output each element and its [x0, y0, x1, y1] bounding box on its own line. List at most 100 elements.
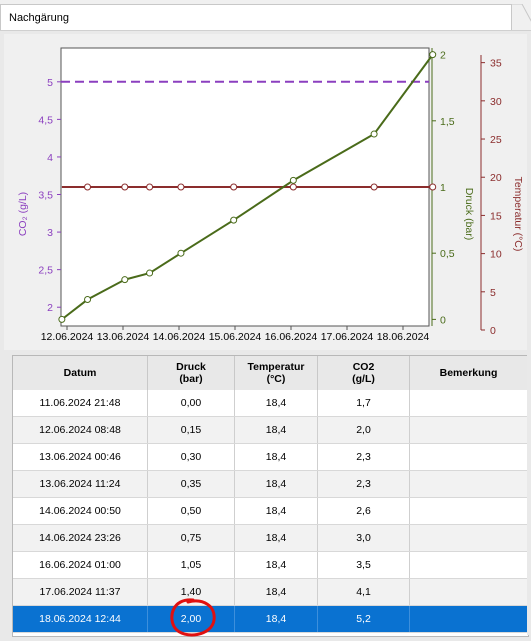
pressure-point: [230, 216, 238, 224]
cell-datum[interactable]: 18.06.2024 12:44: [13, 606, 148, 632]
column-header-text: (g/L): [352, 373, 375, 385]
x-tick-label: 12.06.2024: [41, 331, 94, 343]
cell-co2[interactable]: 5,2: [318, 606, 410, 632]
cell-co2[interactable]: 2,3: [318, 471, 410, 497]
pressure-point: [84, 296, 92, 304]
x-tick-label: 15.06.2024: [209, 331, 262, 343]
table-row[interactable]: 17.06.2024 11:37 1,40 18,4 4,1: [13, 579, 528, 606]
x-tick-label: 17.06.2024: [321, 331, 374, 343]
table-row[interactable]: 16.06.2024 01:00 1,05 18,4 3,5: [13, 552, 528, 579]
cell-temperatur[interactable]: 18,4: [235, 390, 318, 416]
cell-druck[interactable]: 1,05: [148, 552, 235, 578]
cell-temperatur[interactable]: 18,4: [235, 471, 318, 497]
cell-temperatur[interactable]: 18,4: [235, 552, 318, 578]
cell-datum[interactable]: 16.06.2024 01:00: [13, 552, 148, 578]
cell-datum[interactable]: 17.06.2024 11:37: [13, 579, 148, 605]
cell-temperatur[interactable]: 18,4: [235, 579, 318, 605]
cell-temperatur[interactable]: 18,4: [235, 417, 318, 443]
cell-datum[interactable]: 14.06.2024 00:50: [13, 498, 148, 524]
cell-druck[interactable]: 0,75: [148, 525, 235, 551]
cell-datum[interactable]: 13.06.2024 00:46: [13, 444, 148, 470]
temperature-tick-label: 35: [490, 58, 502, 70]
fermentation-chart: 12.06.2024 13.06.2024 14.06.2024 15.06.2024…: [4, 34, 527, 350]
pressure-tick-label: 0,5: [440, 248, 455, 260]
table-row[interactable]: 13.06.2024 00:46 0,30 18,4 2,3: [13, 444, 528, 471]
column-header-druck[interactable]: Druck (bar): [148, 356, 235, 390]
temperature-point: [370, 183, 378, 191]
pressure-tick-label: 1: [440, 182, 446, 194]
temperature-tick-label: 10: [490, 249, 502, 261]
cell-druck[interactable]: 0,00: [148, 390, 235, 416]
table-row[interactable]: 14.06.2024 23:26 0,75 18,4 3,0: [13, 525, 528, 552]
table-row[interactable]: 12.06.2024 08:48 0,15 18,4 2,0: [13, 417, 528, 444]
table-row[interactable]: 11.06.2024 21:48 0,00 18,4 1,7: [13, 390, 528, 417]
table-row[interactable]: 14.06.2024 00:50 0,50 18,4 2,6: [13, 498, 528, 525]
co2-tick-label: 3: [47, 227, 53, 239]
co2-tick-label: 2: [47, 302, 53, 314]
pressure-point: [121, 276, 129, 284]
cell-druck[interactable]: 0,50: [148, 498, 235, 524]
cell-datum[interactable]: 12.06.2024 08:48: [13, 417, 148, 443]
cell-co2[interactable]: 3,0: [318, 525, 410, 551]
cell-druck[interactable]: 0,30: [148, 444, 235, 470]
temperature-point: [146, 183, 154, 191]
cell-datum[interactable]: 13.06.2024 11:24: [13, 471, 148, 497]
cell-bemerkung[interactable]: [410, 579, 528, 605]
cell-temperatur[interactable]: 18,4: [235, 525, 318, 551]
column-header-text: Druck: [176, 361, 206, 373]
cell-datum[interactable]: 14.06.2024 23:26: [13, 525, 148, 551]
cell-datum[interactable]: 11.06.2024 21:48: [13, 390, 148, 416]
column-header-co2[interactable]: CO2 (g/L): [318, 356, 410, 390]
cell-bemerkung[interactable]: [410, 552, 528, 578]
column-header-temperatur[interactable]: Temperatur (°C): [235, 356, 318, 390]
x-tick-label: 13.06.2024: [97, 331, 150, 343]
co2-tick-label: 5: [47, 77, 53, 89]
tab-nachgaerung[interactable]: Nachgärung: [0, 4, 512, 31]
temperature-tick-label: 20: [490, 172, 502, 184]
cell-bemerkung[interactable]: [410, 417, 528, 443]
column-header-bemerkung[interactable]: Bemerkung: [410, 356, 528, 390]
temperature-point: [289, 183, 297, 191]
table-row[interactable]: 18.06.2024 12:44 2,00 18,4 5,2: [13, 606, 528, 633]
cell-co2[interactable]: 2,6: [318, 498, 410, 524]
cell-bemerkung[interactable]: [410, 498, 528, 524]
temperature-point: [429, 183, 437, 191]
table-scroll-gutter: [527, 355, 531, 635]
temperature-point: [177, 183, 185, 191]
cell-druck[interactable]: 1,40: [148, 579, 235, 605]
column-header-text: Bemerkung: [439, 367, 498, 379]
pressure-point: [58, 315, 66, 323]
cell-temperatur[interactable]: 18,4: [235, 498, 318, 524]
column-header-text: (°C): [266, 373, 286, 385]
column-header-datum[interactable]: Datum: [13, 356, 148, 390]
cell-co2[interactable]: 2,0: [318, 417, 410, 443]
co2-tick-label: 4: [47, 152, 53, 164]
temperature-point: [121, 183, 129, 191]
cell-bemerkung[interactable]: [410, 525, 528, 551]
x-tick-label: 16.06.2024: [265, 331, 318, 343]
cell-temperatur[interactable]: 18,4: [235, 444, 318, 470]
cell-co2[interactable]: 1,7: [318, 390, 410, 416]
table-row[interactable]: 13.06.2024 11:24 0,35 18,4 2,3: [13, 471, 528, 498]
pressure-tick-label: 2: [440, 50, 446, 62]
co2-tick-label: 4,5: [38, 114, 53, 126]
cell-bemerkung[interactable]: [410, 471, 528, 497]
cell-druck[interactable]: 0,35: [148, 471, 235, 497]
cell-druck[interactable]: 2,00: [148, 606, 235, 632]
temperature-axis-label: Temperatur (°C): [512, 177, 524, 252]
cell-co2[interactable]: 2,3: [318, 444, 410, 470]
pressure-point: [146, 269, 154, 277]
cell-bemerkung[interactable]: [410, 444, 528, 470]
co2-tick-label: 2,5: [38, 265, 53, 277]
cell-bemerkung[interactable]: [410, 390, 528, 416]
temperature-point: [230, 183, 238, 191]
cell-co2[interactable]: 4,1: [318, 579, 410, 605]
pressure-point: [429, 51, 437, 59]
cell-druck[interactable]: 0,15: [148, 417, 235, 443]
cell-co2[interactable]: 3,5: [318, 552, 410, 578]
x-tick-label: 18.06.2024: [377, 331, 430, 343]
pressure-point: [370, 130, 378, 138]
cell-temperatur[interactable]: 18,4: [235, 606, 318, 632]
co2-axis-label: CO₂ (g/L): [17, 192, 29, 236]
cell-bemerkung[interactable]: [410, 606, 528, 632]
